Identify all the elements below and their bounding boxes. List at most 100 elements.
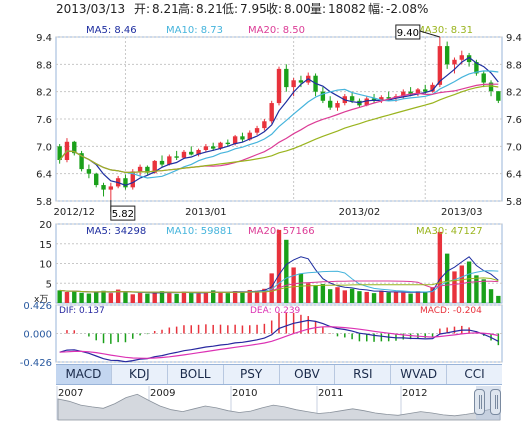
change-label: 幅: <box>368 1 384 16</box>
candle-body <box>327 100 333 108</box>
navigator-right-handle[interactable] <box>490 389 501 415</box>
volume-bar <box>145 293 150 303</box>
tab-rsi[interactable]: RSI <box>335 365 392 384</box>
candle-body <box>203 146 209 150</box>
price-y-tick: 5.8 <box>36 197 52 208</box>
candle-body <box>218 142 223 149</box>
candle-body <box>474 62 479 74</box>
price-legend-ma20: MA20: 8.50 <box>248 25 305 36</box>
volume-bar <box>342 290 347 303</box>
volume-legend-ma10: MA10: 59881 <box>166 226 233 237</box>
candle-body <box>211 146 216 149</box>
close-label: 收: <box>266 2 282 16</box>
candle-body <box>167 156 172 165</box>
tab-macd[interactable]: MACD <box>56 365 112 384</box>
volume-bar <box>481 279 486 303</box>
candle-body <box>189 151 194 155</box>
volume-label: 量: <box>310 2 326 16</box>
price-y-tick-right: 6.4 <box>506 170 522 181</box>
tab-wvad[interactable]: WVAD <box>391 365 448 384</box>
candle-body <box>159 160 165 165</box>
macd-panel: 0.426 0.000 -0.426 DIF: 0.137 DEA: 0.239 MACD… <box>20 301 503 369</box>
volume-bar <box>459 265 464 303</box>
low-annotation: 5.82 <box>112 209 134 220</box>
candle-body <box>364 98 369 106</box>
volume-bar <box>371 293 377 303</box>
volume-bar <box>181 291 187 303</box>
price-legend-ma30: MA30: 8.31 <box>416 25 473 36</box>
price-ma30-line <box>59 85 499 174</box>
change-value: -2.08% <box>386 2 428 16</box>
candle-body <box>232 136 238 145</box>
indicator-tabs: MACD KDJ BOLL PSY OBV RSI WVAD CCI <box>56 364 502 385</box>
volume-y-tick: 20 <box>39 220 52 231</box>
tab-kdj[interactable]: KDJ <box>112 365 168 384</box>
volume-bar <box>320 284 326 303</box>
candle-body <box>72 141 77 154</box>
price-x-tick: 2013/02 <box>339 207 381 218</box>
macd-legend-dif: DIF: 0.137 <box>59 306 105 316</box>
volume-legend-ma20: MA20: 57166 <box>248 226 315 237</box>
price-y-tick-right: 8.8 <box>506 60 522 71</box>
candle-body <box>349 96 355 101</box>
volume-bar <box>415 291 421 303</box>
candle-body <box>262 121 267 129</box>
candle-body <box>466 55 472 63</box>
volume-bar <box>167 293 172 303</box>
price-y-tick-right: 7.0 <box>506 142 522 153</box>
volume-bar <box>430 287 435 303</box>
volume-bar <box>444 253 450 303</box>
tab-psy[interactable]: PSY <box>224 365 280 384</box>
low-value: 7.95 <box>240 2 267 16</box>
candle-body <box>444 46 450 65</box>
candle-body <box>108 186 114 190</box>
volume-bar <box>57 290 62 303</box>
macd-dea-line <box>59 326 499 359</box>
candle-body <box>225 142 231 145</box>
price-y-tick: 8.8 <box>36 60 52 71</box>
close-value: 8.00 <box>284 2 311 16</box>
volume-bar <box>452 271 457 303</box>
price-y-tick-right: 5.8 <box>506 197 522 208</box>
volume-bar <box>108 293 114 303</box>
candle-body <box>269 103 274 122</box>
quote-date: 2013/03/13 <box>56 2 125 16</box>
candle-body <box>408 91 413 94</box>
candle-body <box>379 97 384 101</box>
macd-y-tick: 0.000 <box>23 330 52 341</box>
price-panel: 9.4 9.4 8.8 8.8 8.2 8.2 7.6 7.6 7.0 7.0 6.4 6.4 5.8 5… <box>36 24 522 221</box>
open-label: 开: <box>134 2 150 16</box>
volume-bar <box>240 291 245 303</box>
annotation-box <box>395 24 421 40</box>
navigator-left-handle[interactable] <box>474 389 485 415</box>
price-legend-ma5: MA5: 8.46 <box>86 25 137 36</box>
candle-body <box>101 185 106 190</box>
high-label: 高: <box>178 1 194 16</box>
open-value: 8.21 <box>152 2 179 16</box>
tab-cci[interactable]: CCI <box>464 367 485 381</box>
volume-bar <box>357 291 362 303</box>
volume-bar <box>225 293 231 303</box>
price-y-tick: 7.0 <box>36 142 52 153</box>
volume-bar <box>335 287 340 303</box>
volume-bar <box>130 294 135 303</box>
candle-body <box>371 98 377 101</box>
navigator-area <box>57 393 501 421</box>
volume-bar <box>393 291 399 303</box>
volume-bar <box>269 273 274 303</box>
candle-body <box>130 171 135 188</box>
volume-legend-ma30: MA30: 47127 <box>416 226 483 237</box>
candle-body <box>298 80 304 83</box>
candle-body <box>137 166 143 172</box>
price-y-tick-right: 7.6 <box>506 115 522 126</box>
volume-bar <box>115 289 121 303</box>
macd-legend-dea: DEA: 0.239 <box>250 306 301 316</box>
volume-bar <box>349 288 355 303</box>
navigator-year-label: 2009 <box>150 388 175 399</box>
tab-obv[interactable]: OBV <box>280 365 336 384</box>
volume-bar <box>72 291 77 303</box>
tab-boll[interactable]: BOLL <box>168 365 224 384</box>
candle-body <box>459 55 464 60</box>
volume-bar <box>94 291 99 303</box>
macd-y-tick: -0.426 <box>20 358 52 369</box>
